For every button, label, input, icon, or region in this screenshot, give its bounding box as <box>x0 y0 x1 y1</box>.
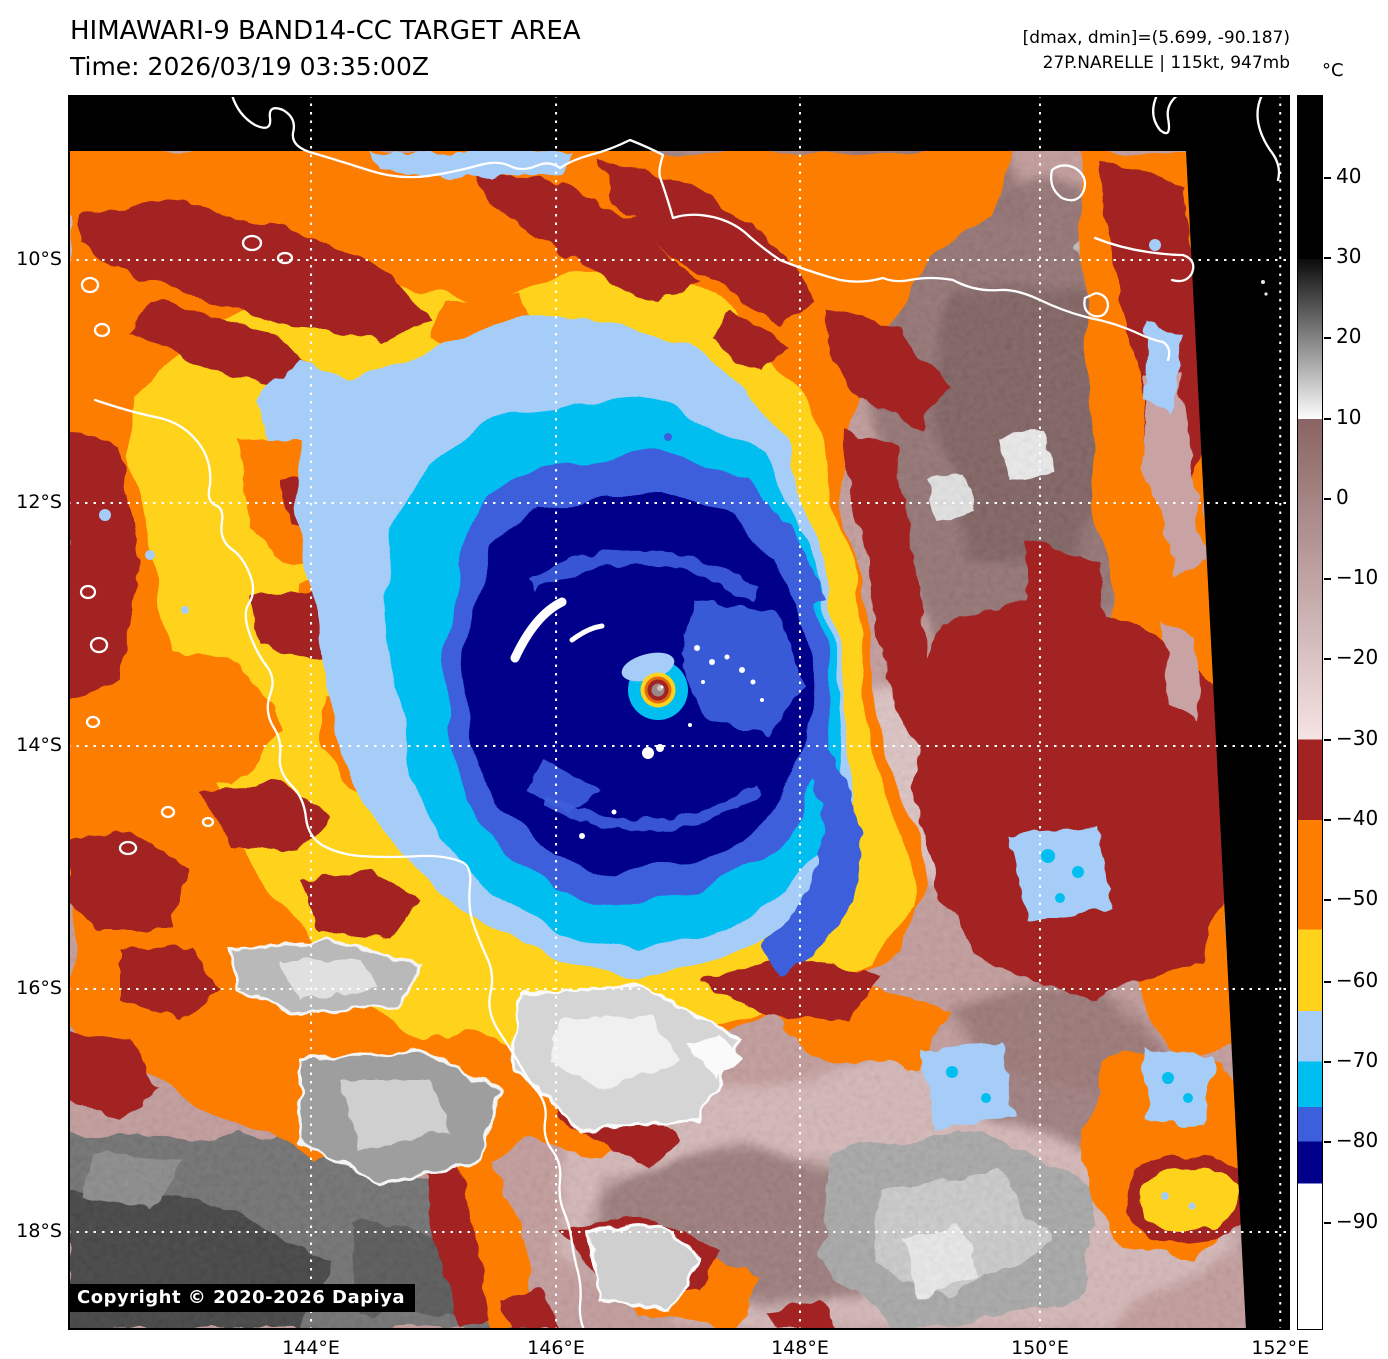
colorbar-tick-label: −50 <box>1336 886 1379 911</box>
island-outline <box>80 276 100 294</box>
deep-convection-bands <box>68 160 1240 1120</box>
island-outline <box>89 636 109 654</box>
png-coastline <box>230 95 1171 362</box>
colorbar-tick-label: −10 <box>1336 565 1379 590</box>
lat-axis-label: 18°S <box>16 1219 62 1242</box>
lat-axis-label: 12°S <box>16 490 62 513</box>
map-frame <box>68 95 1290 1330</box>
colorbar-tick <box>1324 497 1331 500</box>
colorbar-tick-label: 40 <box>1336 163 1362 188</box>
dmax-dmin-label: [dmax, dmin]=(5.699, -90.187) <box>1022 28 1290 48</box>
cyclone-eye <box>621 652 688 720</box>
lon-axis-label: 150°E <box>1011 1337 1069 1359</box>
cold-pockets <box>920 320 1214 1128</box>
island-outline <box>93 322 111 338</box>
colorbar-tick <box>1324 176 1331 179</box>
colorbar-tick-label: 30 <box>1336 244 1362 269</box>
storm-info-label: 27P.NARELLE | 115kt, 947mb <box>1042 53 1290 73</box>
satellite-map <box>68 95 1290 1330</box>
warm-gray-clouds <box>228 938 745 1312</box>
data-swath <box>68 151 1246 1330</box>
lon-axis-label: 152°E <box>1251 1337 1310 1359</box>
island-outline <box>160 805 176 819</box>
colorbar-unit-label: °C <box>1322 60 1344 81</box>
noise-specks <box>1261 280 1268 296</box>
colorbar-tick <box>1324 257 1331 260</box>
island-outline <box>241 234 263 252</box>
lon-axis-label: 148°E <box>771 1337 829 1359</box>
colorbar-tick-label: −20 <box>1336 645 1379 670</box>
island-outline <box>201 816 215 828</box>
colorbar-tick-label: −30 <box>1336 725 1379 750</box>
dry-gaps <box>1140 370 1205 720</box>
overshooting-tops <box>510 597 764 839</box>
qld-coastline <box>93 398 586 1330</box>
colorbar-tick-label: 10 <box>1336 404 1362 429</box>
time-label: Time: 2026/03/19 03:35:00Z <box>70 52 429 81</box>
copyright-badge: Copyright © 2020-2026 Dapiya <box>69 1284 416 1312</box>
page-title: HIMAWARI-9 BAND14-CC TARGET AREA <box>70 16 581 46</box>
island-hook <box>1152 95 1180 135</box>
colorbar-tick <box>1324 658 1331 661</box>
island-outline <box>1049 164 1087 202</box>
colorbar-tick <box>1324 1061 1331 1063</box>
island-outline <box>1083 291 1110 318</box>
colorbar-tick <box>1324 1141 1331 1144</box>
coast-fragment <box>1256 95 1281 182</box>
lat-axis-label: 10°S <box>16 247 62 270</box>
colorbar-tick-label: 0 <box>1336 484 1349 509</box>
colorbar-tick-label: −60 <box>1336 967 1379 992</box>
temperature-colorbar <box>1297 95 1323 1330</box>
colorbar-tick <box>1324 738 1331 741</box>
colorbar-tick <box>1324 818 1331 821</box>
island-chain <box>1093 236 1195 283</box>
colorbar-tick <box>1324 899 1331 902</box>
colorbar-tick-label: 20 <box>1336 324 1362 349</box>
satellite-image <box>68 95 1290 1330</box>
island-outline <box>79 584 97 600</box>
colorbar-tick <box>1324 980 1331 983</box>
lon-axis-label: 144°E <box>282 1337 340 1359</box>
colorbar-tick-label: −90 <box>1336 1208 1379 1233</box>
lightblue-patch-nw <box>255 360 350 440</box>
lon-axis-label: 146°E <box>527 1337 585 1359</box>
lightblue-strip-top <box>368 152 570 178</box>
island-outline <box>118 840 138 856</box>
colorbar-tick <box>1324 1221 1331 1224</box>
lat-axis-label: 16°S <box>16 976 62 999</box>
graticule <box>68 95 1290 1330</box>
lat-axis-label: 14°S <box>16 733 62 756</box>
coastlines <box>79 95 1281 1330</box>
cold-pocket-specks <box>99 239 1193 1103</box>
colorbar-tick <box>1324 337 1331 340</box>
colorbar-tick-label: −80 <box>1336 1128 1379 1153</box>
colorbar-tick <box>1324 417 1331 420</box>
colorbar-tick <box>1324 578 1331 581</box>
colorbar-tick-label: −70 <box>1336 1048 1379 1073</box>
island-outline <box>276 251 294 265</box>
colorbar-tick-label: −40 <box>1336 806 1379 831</box>
island-outline <box>85 715 101 729</box>
